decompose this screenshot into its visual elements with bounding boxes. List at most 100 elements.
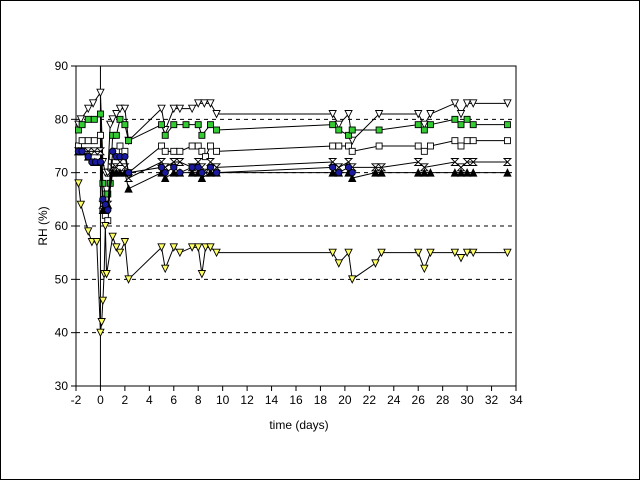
data-point (328, 168, 337, 177)
data-point (413, 248, 423, 258)
data-point (503, 121, 511, 129)
data-point (169, 243, 179, 252)
data-point (160, 173, 170, 182)
y-tick-label: 90 (55, 59, 69, 73)
data-point (212, 248, 221, 258)
series-line (77, 183, 508, 333)
data-point (469, 137, 477, 145)
data-point (170, 147, 178, 155)
data-point (503, 248, 512, 258)
data-point (188, 142, 196, 150)
data-point (161, 147, 169, 155)
data-point (115, 168, 125, 177)
x-axis-label: time (days) (269, 418, 328, 432)
y-tick-label: 30 (55, 379, 69, 393)
data-point (194, 142, 202, 150)
x-tick-label: 14 (265, 393, 279, 407)
data-point (187, 243, 197, 252)
data-point (451, 115, 459, 123)
data-point (96, 158, 105, 166)
data-point (413, 110, 423, 119)
y-axis: 30 40 50 60 70 80 90 (55, 59, 76, 393)
data-point (334, 163, 344, 172)
data-point (78, 137, 86, 145)
data-point (375, 126, 383, 134)
data-point (468, 158, 478, 166)
data-point (109, 147, 117, 155)
data-point (193, 243, 203, 252)
data-point (328, 248, 337, 258)
data-point (74, 126, 82, 134)
x-tick-label: 26 (412, 393, 426, 407)
y-tick-label: 60 (55, 219, 69, 233)
data-point (344, 110, 353, 119)
data-point (462, 158, 472, 166)
data-point (347, 173, 357, 182)
data-point (345, 131, 353, 139)
data-point (176, 147, 184, 155)
data-point (95, 147, 106, 156)
data-point (98, 296, 108, 306)
data-point (92, 238, 102, 247)
data-point (205, 158, 216, 166)
x-tick-label: 16 (289, 393, 303, 407)
data-point (420, 168, 429, 177)
data-point (450, 248, 460, 258)
data-point (170, 121, 178, 129)
data-point (125, 137, 133, 145)
series-6 (74, 147, 356, 214)
data-point (345, 142, 353, 150)
data-point (83, 227, 93, 236)
data-point (96, 88, 105, 98)
x-tick-label: 34 (509, 393, 523, 407)
data-point (176, 169, 184, 177)
data-point (87, 238, 97, 247)
data-point (115, 104, 125, 114)
data-point (194, 121, 202, 129)
x-tick-label: 32 (485, 393, 499, 407)
y-tick-label: 80 (55, 112, 69, 126)
data-point (451, 137, 459, 145)
data-point (206, 121, 214, 129)
data-point (456, 110, 466, 119)
data-point (503, 168, 512, 177)
data-point (112, 243, 121, 252)
data-point (175, 104, 185, 114)
data-point (329, 163, 337, 171)
data-point (420, 126, 428, 134)
data-point (197, 270, 207, 279)
data-point (375, 142, 383, 150)
data-point (175, 248, 185, 258)
data-point (198, 169, 206, 177)
data-point (212, 169, 221, 177)
data-point (468, 99, 478, 108)
data-point (198, 131, 206, 139)
data-point (169, 168, 179, 177)
series-3 (74, 131, 511, 225)
data-point (161, 131, 169, 139)
data-point (200, 99, 209, 108)
data-point (88, 99, 98, 108)
x-tick-label: 8 (195, 393, 202, 407)
data-point (170, 163, 178, 171)
data-point (108, 232, 117, 242)
x-tick-label: 10 (216, 393, 230, 407)
data-point (206, 99, 215, 108)
data-point (413, 168, 423, 177)
series-2 (74, 110, 511, 198)
data-point (120, 238, 130, 247)
data-point (121, 121, 129, 129)
data-point (213, 126, 221, 134)
data-point (90, 137, 98, 145)
data-point (108, 115, 117, 124)
data-point (96, 110, 104, 118)
data-point (157, 104, 166, 114)
data-point (104, 206, 112, 214)
data-point (348, 126, 356, 134)
x-tick-label: 24 (387, 393, 401, 407)
data-point (120, 104, 130, 114)
data-point (197, 173, 207, 182)
data-point (201, 243, 210, 252)
data-point (206, 142, 214, 150)
